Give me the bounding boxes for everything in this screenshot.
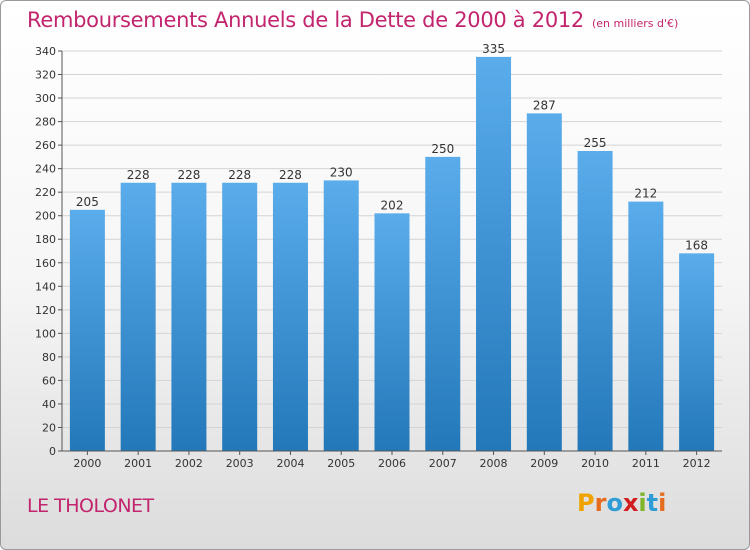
data-label: 212 xyxy=(634,187,657,201)
x-tick-label: 2004 xyxy=(276,457,304,470)
x-tick-label: 2001 xyxy=(124,457,152,470)
logo-letter: o xyxy=(606,489,623,517)
y-tick-label: 320 xyxy=(35,69,56,82)
bar xyxy=(323,180,359,452)
x-tick-label: 2002 xyxy=(175,457,203,470)
y-tick-label: 280 xyxy=(35,116,56,129)
bar xyxy=(425,156,461,451)
data-label: 230 xyxy=(330,165,353,179)
y-tick-label: 160 xyxy=(35,257,56,270)
bar xyxy=(628,201,664,451)
y-tick-label: 260 xyxy=(35,139,56,152)
x-tick-label: 2012 xyxy=(683,457,711,470)
data-label: 250 xyxy=(431,142,454,156)
data-label: 255 xyxy=(584,136,607,150)
bar xyxy=(222,182,258,451)
y-tick-label: 40 xyxy=(42,398,56,411)
x-tick-label: 2011 xyxy=(632,457,660,470)
y-tick-label: 340 xyxy=(35,45,56,58)
commune-name: LE THOLONET xyxy=(27,495,154,517)
x-tick-label: 2010 xyxy=(581,457,609,470)
bar xyxy=(171,182,207,451)
bar xyxy=(577,151,613,451)
bar xyxy=(679,253,715,451)
x-tick-label: 2009 xyxy=(530,457,558,470)
x-tick-label: 2008 xyxy=(480,457,508,470)
x-tick-label: 2000 xyxy=(73,457,101,470)
x-tick-label: 2003 xyxy=(226,457,254,470)
y-tick-label: 180 xyxy=(35,233,56,246)
chart-title-text: Remboursements Annuels de la Dette de 20… xyxy=(27,8,584,32)
data-label: 228 xyxy=(127,168,150,182)
data-label: 205 xyxy=(76,195,99,209)
chart-unit-note: (en milliers d'€) xyxy=(592,17,679,30)
y-tick-label: 140 xyxy=(35,280,56,293)
logo-letter: r xyxy=(594,489,607,517)
y-tick-label: 300 xyxy=(35,92,56,105)
proxiti-logo: Proxiti xyxy=(577,489,666,517)
data-label: 202 xyxy=(381,198,404,212)
data-label: 335 xyxy=(482,42,505,56)
bar xyxy=(374,213,410,451)
logo-letter: i xyxy=(658,489,667,517)
y-tick-label: 120 xyxy=(35,304,56,317)
y-tick-label: 80 xyxy=(42,351,56,364)
bars xyxy=(69,56,715,452)
data-label: 228 xyxy=(177,168,200,182)
y-axis-ticks: 0 20 40 60 80 100 120 140 160 180 200 220 240 260 280 3… xyxy=(35,45,62,458)
x-tick-label: 2005 xyxy=(327,457,355,470)
data-label: 228 xyxy=(228,168,251,182)
x-tick-label: 2007 xyxy=(429,457,457,470)
data-label: 168 xyxy=(685,238,708,252)
y-tick-label: 20 xyxy=(42,421,56,434)
x-axis-ticks: 2000 2001 2002 2003 2004 2005 2006 2007 2008 2009… xyxy=(73,451,711,470)
y-tick-label: 220 xyxy=(35,186,56,199)
x-tick-label: 2006 xyxy=(378,457,406,470)
bar xyxy=(272,182,308,451)
logo-letter: x xyxy=(622,489,639,517)
bar xyxy=(526,113,562,452)
bar xyxy=(476,56,512,451)
y-tick-label: 200 xyxy=(35,210,56,223)
data-labels: 205 228 228 228 228 230 202 250 335 287 255 212 168 xyxy=(76,42,708,252)
bar-chart: 0 20 40 60 80 100 120 140 160 180 200 220 240 260 280 3… xyxy=(35,42,722,470)
logo-letter: t xyxy=(646,489,659,517)
chart-title: Remboursements Annuels de la Dette de 20… xyxy=(27,8,678,32)
bar xyxy=(69,209,105,451)
logo-letter: i xyxy=(638,489,647,517)
axes xyxy=(61,51,722,452)
y-tick-label: 100 xyxy=(35,327,56,340)
data-label: 287 xyxy=(533,98,556,112)
logo-letter: P xyxy=(577,489,595,517)
y-tick-label: 0 xyxy=(49,445,56,458)
y-tick-label: 240 xyxy=(35,163,56,176)
y-tick-label: 60 xyxy=(42,374,56,387)
bar xyxy=(120,182,156,451)
data-label: 228 xyxy=(279,168,302,182)
